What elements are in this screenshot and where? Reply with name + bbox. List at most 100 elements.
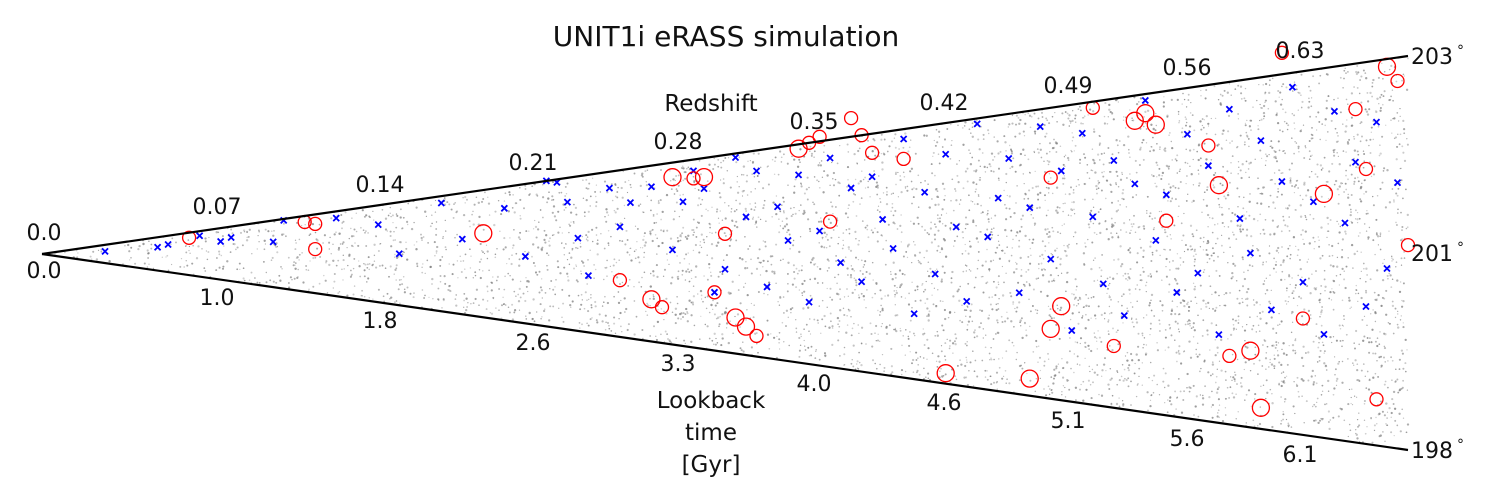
galaxy-point xyxy=(281,233,284,236)
galaxy-point xyxy=(911,202,913,205)
galaxy-point xyxy=(762,203,766,207)
galaxy-point xyxy=(1395,368,1397,371)
galaxy-point xyxy=(727,291,730,294)
galaxy-point xyxy=(401,228,403,230)
galaxy-point xyxy=(922,328,924,330)
galaxy-point xyxy=(642,238,645,242)
galaxy-point xyxy=(1174,198,1177,201)
galaxy-point xyxy=(1307,309,1311,313)
galaxy-point xyxy=(1289,245,1291,247)
galaxy-point xyxy=(1335,339,1338,342)
galaxy-point xyxy=(1003,252,1006,255)
galaxy-point xyxy=(1365,267,1368,270)
galaxy-point xyxy=(1206,242,1208,245)
galaxy-point xyxy=(1092,222,1095,225)
galaxy-point xyxy=(1034,224,1036,227)
galaxy-point xyxy=(883,370,885,372)
galaxy-point xyxy=(1155,249,1158,252)
galaxy-point xyxy=(1221,94,1224,97)
galaxy-point xyxy=(579,308,582,311)
galaxy-point xyxy=(350,227,352,230)
galaxy-point xyxy=(525,285,528,288)
galaxy-point xyxy=(551,234,554,237)
galaxy-point xyxy=(855,215,858,217)
galaxy-point xyxy=(1318,245,1321,248)
galaxy-point xyxy=(1234,88,1237,90)
galaxy-point xyxy=(813,156,815,158)
galaxy-point xyxy=(727,157,730,159)
galaxy-point xyxy=(754,202,757,204)
galaxy-point xyxy=(639,246,642,249)
galaxy-point xyxy=(1146,212,1148,214)
galaxy-point xyxy=(931,172,934,175)
galaxy-point xyxy=(1203,119,1205,121)
galaxy-point xyxy=(956,235,959,238)
galaxy-point xyxy=(643,244,647,247)
galaxy-point xyxy=(1234,264,1237,267)
galaxy-point xyxy=(971,135,974,138)
galaxy-point xyxy=(778,304,781,306)
galaxy-point xyxy=(924,288,927,291)
galaxy-point xyxy=(1164,147,1167,150)
galaxy-point xyxy=(783,312,785,314)
galaxy-point xyxy=(847,216,849,219)
galaxy-point xyxy=(638,281,641,284)
galaxy-point xyxy=(1362,262,1365,265)
galaxy-point xyxy=(682,316,684,318)
galaxy-point xyxy=(779,295,782,298)
galaxy-point xyxy=(1134,159,1137,162)
galaxy-point xyxy=(253,277,256,279)
galaxy-point xyxy=(837,323,839,326)
galaxy-point xyxy=(1396,146,1398,148)
galaxy-point xyxy=(864,176,867,179)
galaxy-point xyxy=(1093,128,1095,131)
galaxy-point xyxy=(771,270,774,273)
galaxy-point xyxy=(1353,364,1355,366)
galaxy-point xyxy=(1074,386,1078,389)
galaxy-point xyxy=(367,232,369,234)
galaxy-point xyxy=(524,250,526,253)
galaxy-point xyxy=(1356,218,1359,221)
galaxy-point xyxy=(1335,140,1339,144)
galaxy-point xyxy=(445,230,447,232)
galaxy-point xyxy=(675,201,678,204)
galaxy-point xyxy=(1187,93,1190,96)
galaxy-point xyxy=(826,258,829,261)
galaxy-point xyxy=(785,309,789,312)
galaxy-point xyxy=(1082,135,1084,138)
galaxy-point xyxy=(831,327,834,329)
galaxy-point xyxy=(735,239,738,242)
galaxy-point xyxy=(1220,147,1224,150)
galaxy-point xyxy=(1246,119,1248,122)
galaxy-point xyxy=(1142,270,1145,273)
galaxy-point xyxy=(1025,329,1027,331)
galaxy-point xyxy=(818,358,821,361)
galaxy-point xyxy=(892,214,895,217)
galaxy-point xyxy=(939,370,941,373)
galaxy-point xyxy=(963,376,966,379)
galaxy-point xyxy=(1110,402,1113,405)
galaxy-point xyxy=(1289,181,1292,184)
galaxy-point xyxy=(587,230,590,234)
galaxy-point xyxy=(1167,200,1169,202)
galaxy-point xyxy=(1252,299,1255,301)
galaxy-point xyxy=(1203,191,1206,194)
galaxy-point xyxy=(1170,403,1173,406)
galaxy-point xyxy=(1308,150,1311,153)
galaxy-point xyxy=(1065,280,1069,284)
galaxy-point xyxy=(714,343,717,346)
galaxy-point xyxy=(549,305,552,308)
galaxy-point xyxy=(1327,421,1330,423)
galaxy-point xyxy=(444,246,447,249)
galaxy-point xyxy=(1115,402,1119,406)
galaxy-point xyxy=(679,233,682,237)
galaxy-point xyxy=(1181,127,1184,130)
galaxy-point xyxy=(217,231,220,234)
galaxy-point xyxy=(1294,349,1296,352)
galaxy-point xyxy=(939,300,942,302)
galaxy-point xyxy=(1293,122,1295,124)
galaxy-point xyxy=(1189,320,1192,322)
galaxy-point xyxy=(589,205,591,207)
galaxy-point xyxy=(1126,310,1129,313)
galaxy-point xyxy=(1245,131,1248,134)
